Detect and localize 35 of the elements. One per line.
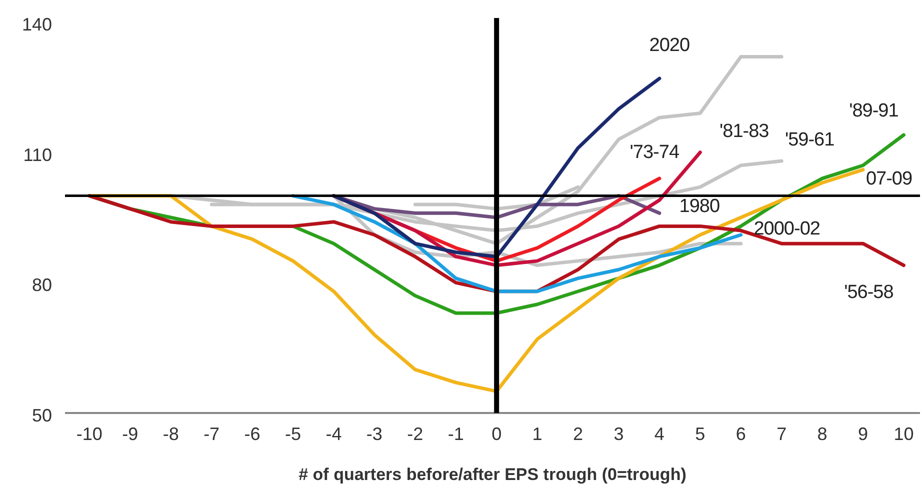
- x-tick-label: -9: [122, 424, 138, 444]
- x-tick-label: 6: [736, 424, 746, 444]
- series-label: 2020: [649, 35, 690, 56]
- x-tick-label: -5: [284, 424, 302, 444]
- x-tick-label: 3: [614, 424, 624, 444]
- series-label: 2000-02: [754, 218, 820, 240]
- x-tick-label: -7: [204, 424, 220, 444]
- x-tick-label: 4: [654, 424, 664, 444]
- x-tick-label: 5: [695, 424, 706, 444]
- series-label: 1980: [679, 196, 720, 217]
- y-tick-label: 140: [22, 14, 52, 34]
- series-label: '81-83: [720, 120, 769, 142]
- series-label: '73-74: [630, 142, 680, 164]
- x-tick-label: -4: [326, 424, 342, 444]
- x-tick-label: 1: [532, 424, 542, 444]
- y-tick-label: 110: [23, 144, 52, 165]
- x-tick-label: 9: [858, 424, 868, 444]
- series-label: '59-61: [784, 130, 834, 151]
- x-tick-label: 7: [776, 424, 787, 444]
- x-tick-label: -6: [244, 424, 260, 444]
- x-tick-label: -10: [76, 424, 102, 444]
- x-axis-title: # of quarters before/after EPS trough (0=trough): [298, 465, 686, 484]
- series-label: '89-91: [849, 100, 898, 122]
- series-label: 07-09: [866, 168, 912, 190]
- x-tick-label: 0: [492, 424, 502, 444]
- x-tick-label: -2: [407, 424, 424, 444]
- y-tick-label: 50: [32, 405, 52, 426]
- x-tick-label: 2: [572, 424, 584, 444]
- x-tick-label: -3: [366, 424, 382, 444]
- y-tick-label: 80: [32, 275, 52, 296]
- x-tick-label: 10: [894, 424, 914, 444]
- x-tick-label: 8: [817, 424, 828, 444]
- x-tick-label: -8: [162, 424, 179, 444]
- x-tick-label: -1: [448, 424, 464, 444]
- series-label: '56-58: [844, 282, 894, 303]
